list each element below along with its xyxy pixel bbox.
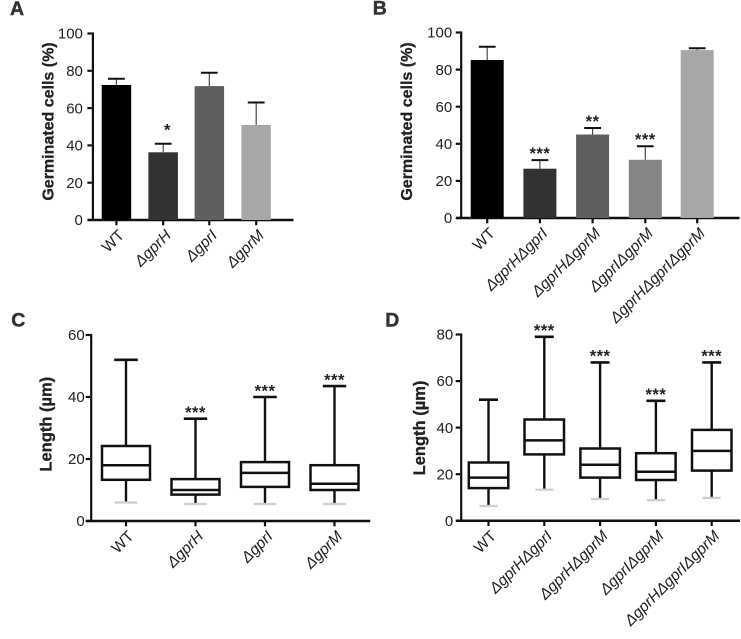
svg-text:80: 80 [436,62,453,79]
svg-text:B: B [373,0,387,20]
svg-text:*: * [164,121,171,139]
svg-text:0: 0 [444,210,452,227]
svg-text:40: 40 [68,389,85,406]
svg-text:80: 80 [437,327,454,344]
svg-text:Germinated cells (%): Germinated cells (%) [41,42,58,200]
svg-text:***: *** [646,386,667,404]
svg-text:80: 80 [66,63,83,80]
svg-text:100: 100 [58,26,83,43]
svg-text:**: ** [586,113,600,131]
svg-text:40: 40 [436,136,453,153]
svg-text:***: *** [701,348,722,366]
svg-text:20: 20 [436,173,453,190]
svg-text:60: 60 [437,373,454,390]
svg-text:***: *** [255,382,276,400]
svg-text:D: D [385,309,399,331]
svg-text:C: C [11,309,25,331]
svg-text:***: *** [185,404,206,422]
svg-text:***: *** [324,371,345,389]
svg-text:20: 20 [437,466,454,483]
svg-text:0: 0 [76,513,84,530]
svg-text:40: 40 [437,420,454,437]
svg-text:60: 60 [68,327,85,344]
svg-text:40: 40 [66,138,83,155]
svg-text:60: 60 [66,100,83,117]
svg-text:A: A [10,0,24,20]
svg-text:***: *** [590,348,611,366]
svg-text:60: 60 [436,99,453,116]
svg-text:Germinated cells (%): Germinated cells (%) [399,42,416,200]
svg-text:20: 20 [68,451,85,468]
svg-text:***: *** [635,131,656,149]
svg-text:***: *** [534,322,555,340]
svg-text:100: 100 [427,25,452,42]
svg-text:0: 0 [75,212,83,229]
svg-text:20: 20 [66,175,83,192]
svg-text:Length (µm): Length (µm) [411,381,429,476]
svg-text:0: 0 [445,513,453,530]
svg-text:Length (µm): Length (µm) [38,377,56,472]
svg-text:***: *** [530,145,551,163]
